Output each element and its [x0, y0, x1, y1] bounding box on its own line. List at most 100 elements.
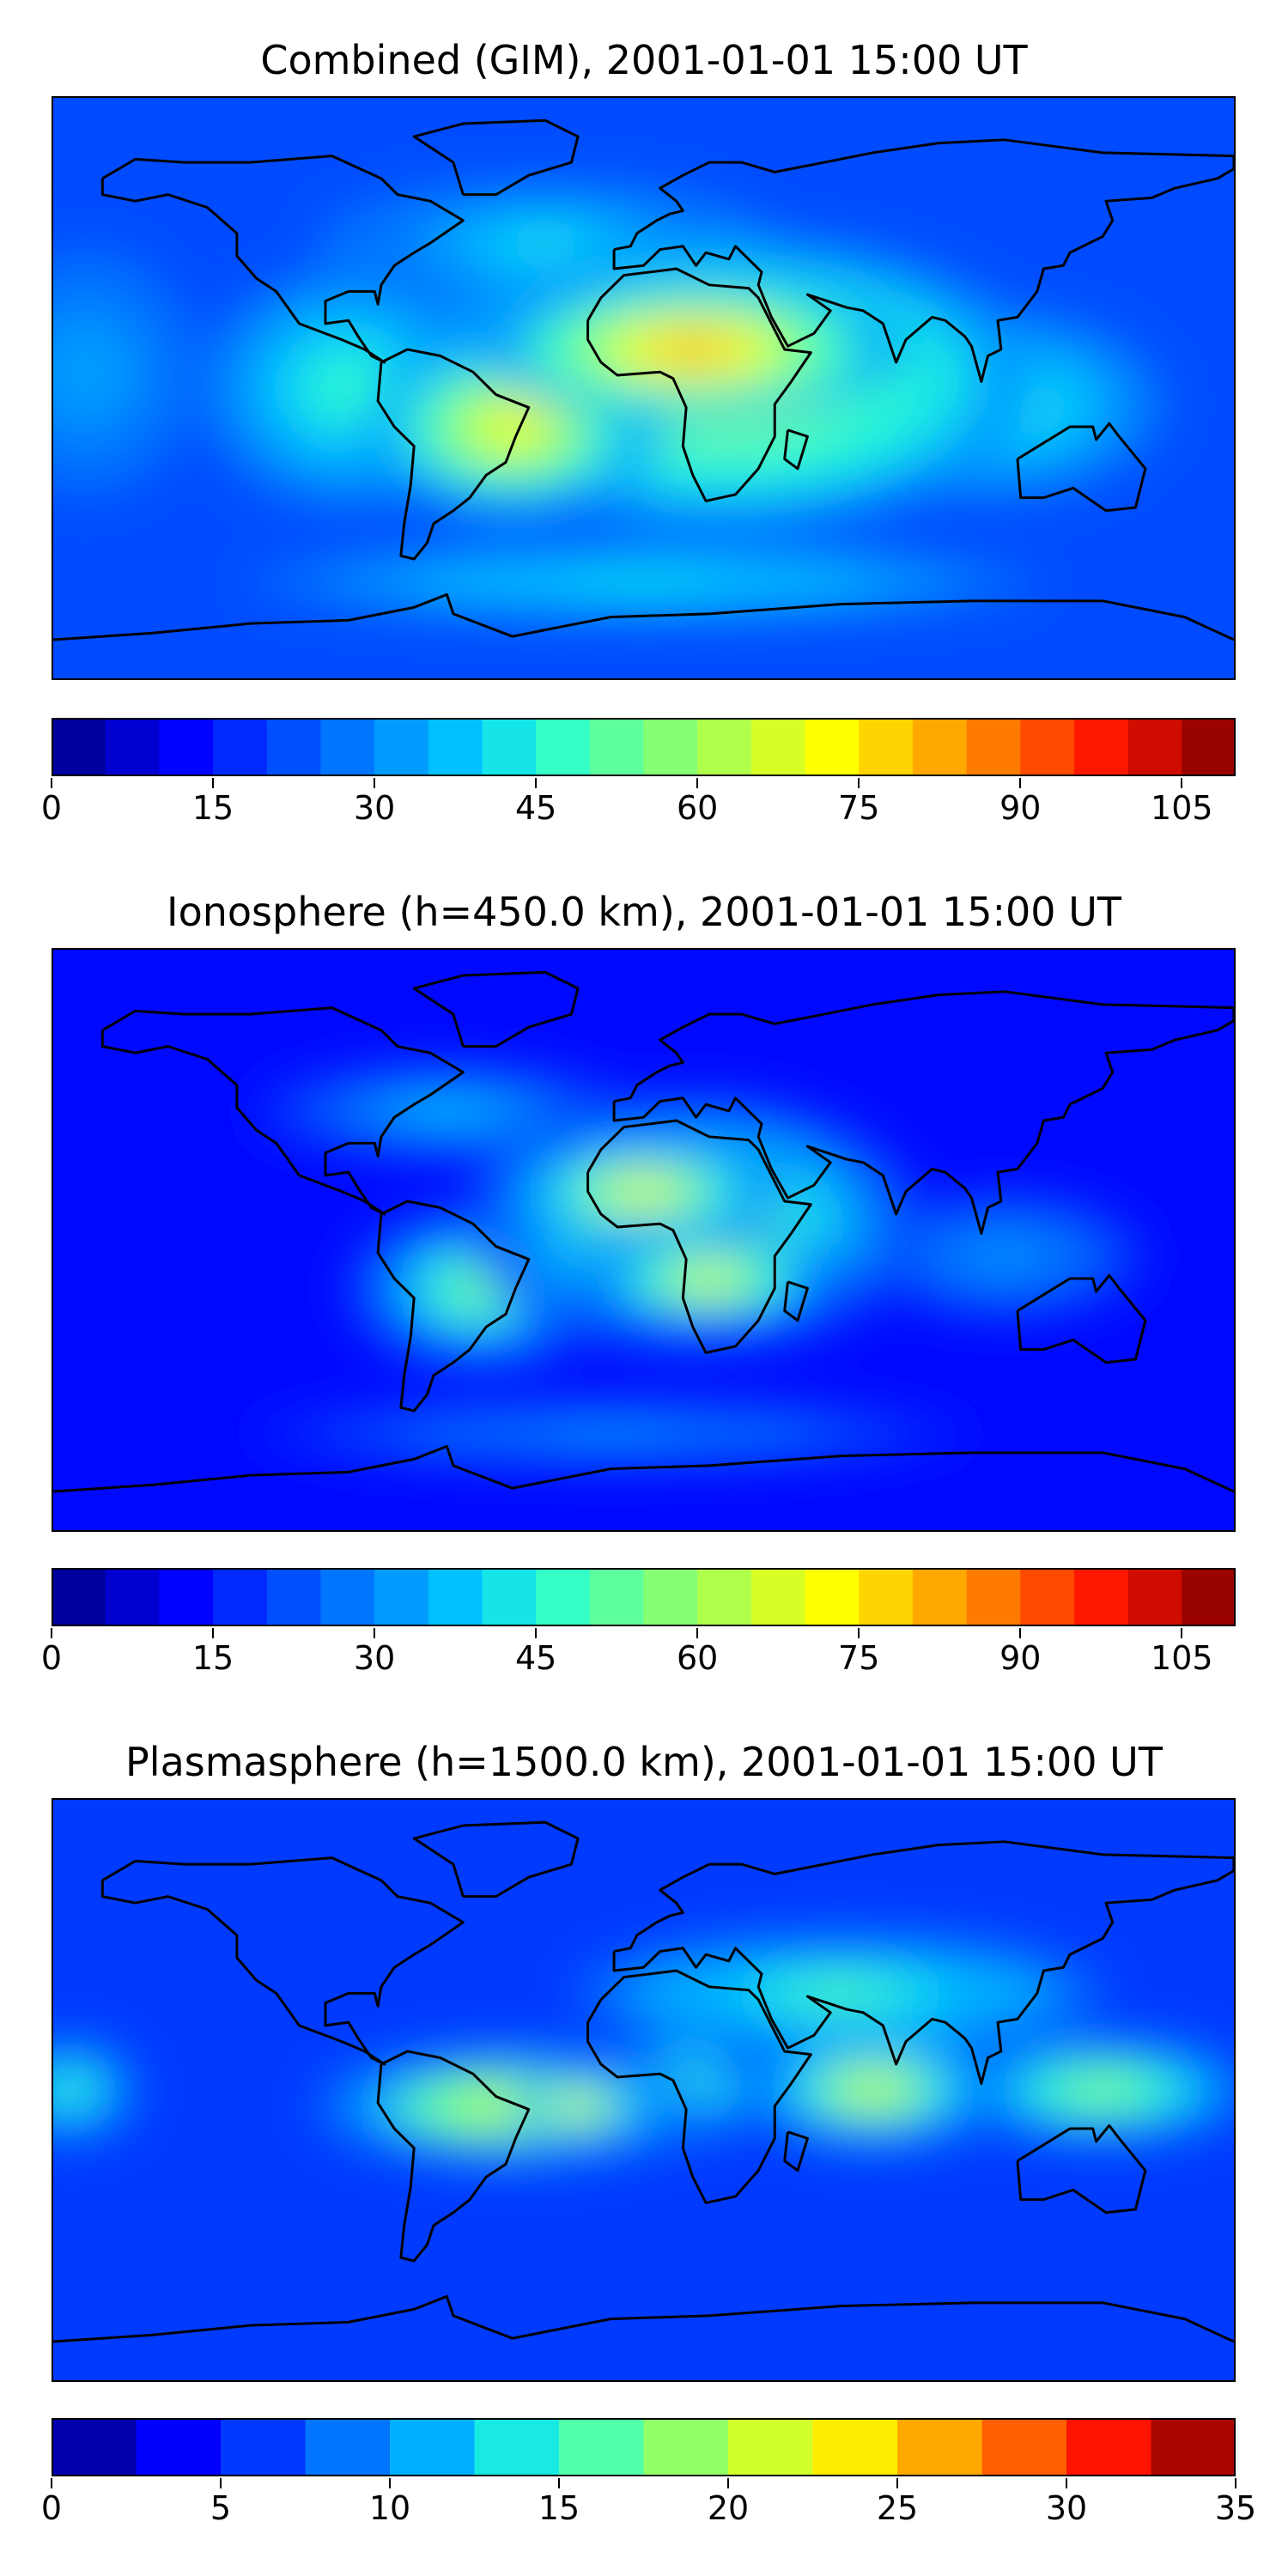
colorbar-tick-label: 30 — [1015, 2478, 1118, 2528]
coastline — [376, 2050, 531, 2263]
colorbar-swatch — [52, 2418, 137, 2476]
colorbar-swatch — [1020, 1568, 1075, 1626]
colorbar-tick-mark — [374, 778, 376, 788]
colorbar-swatch — [1066, 2418, 1152, 2476]
colorbar-tick-label: 45 — [484, 1628, 587, 1678]
map-ionosphere — [52, 948, 1236, 1532]
colorbar-swatch — [320, 718, 375, 776]
colorbar-swatch — [266, 718, 322, 776]
field-contour — [564, 574, 723, 590]
colorbar-tick-label: 5 — [169, 2478, 272, 2528]
coastline — [100, 155, 465, 364]
colorbar-tick-mark — [858, 778, 860, 788]
coastline — [783, 1280, 809, 1322]
colorbar-swatch — [750, 1568, 806, 1626]
colorbar-swatch — [589, 718, 645, 776]
coastline — [100, 1856, 465, 2066]
field-contour — [538, 1426, 683, 1440]
colorbar-swatch — [474, 2418, 560, 2476]
field-contour — [1072, 2079, 1133, 2101]
colorbar-swatch — [859, 1568, 914, 1626]
colorbar-swatch — [1127, 718, 1182, 776]
colorbar-swatch — [559, 2418, 645, 2476]
colorbar-tick-label: 35 — [1184, 2478, 1287, 2528]
colorbar-swatch — [643, 2418, 729, 2476]
colorbar-swatch — [213, 718, 268, 776]
colorbar-tick-mark — [374, 1628, 376, 1638]
colorbar-svg-plasmasphere — [52, 2418, 1236, 2476]
colorbar-tick-label: 60 — [646, 1628, 749, 1678]
colorbar-swatch — [1020, 718, 1075, 776]
colorbar-tick-mark — [51, 2478, 52, 2488]
colorbar-swatch — [805, 1568, 860, 1626]
colorbar-tick-label: 0 — [0, 2478, 103, 2528]
map-combined — [52, 96, 1236, 680]
colorbar-swatch — [966, 718, 1021, 776]
colorbar-swatch — [374, 718, 429, 776]
colorbar-tick-mark — [51, 778, 52, 788]
colorbar-tick-mark — [1019, 1628, 1022, 1638]
colorbar-tick-label: 10 — [338, 2478, 441, 2528]
coastline — [1016, 2123, 1147, 2215]
colorbar-tick-mark — [389, 2478, 391, 2488]
panel-title-plasmasphere: Plasmasphere (h=1500.0 km), 2001-01-01 1… — [125, 1739, 1163, 1785]
colorbar-tick-label: 90 — [969, 778, 1072, 828]
colorbar-swatch — [859, 718, 914, 776]
colorbar-tick-label: 105 — [1130, 1628, 1233, 1678]
colorbar-border — [52, 718, 1236, 776]
colorbar-tick-mark — [1019, 778, 1022, 788]
colorbar-swatch — [159, 718, 214, 776]
field-contour — [564, 2099, 592, 2113]
colorbar-tick-mark — [535, 1628, 538, 1638]
colorbar-tick-mark — [858, 1628, 860, 1638]
colorbar-tick-label: 0 — [0, 778, 103, 828]
coastline — [53, 1444, 1234, 1493]
colorbar-swatch — [482, 1568, 537, 1626]
colorbar-tick-mark — [535, 778, 538, 788]
colorbar-swatch — [912, 718, 968, 776]
coastline — [586, 267, 812, 502]
coastline — [612, 138, 1234, 383]
colorbar-swatch — [1073, 718, 1129, 776]
colorbar-tick-label: 0 — [0, 1628, 103, 1678]
colorbar-swatch — [536, 1568, 591, 1626]
colorbar-border — [52, 2418, 1236, 2476]
colorbar-tick-mark — [1181, 778, 1183, 788]
coastline — [612, 990, 1234, 1235]
coastline — [412, 1820, 580, 1899]
colorbar-swatch — [390, 2418, 476, 2476]
colorbar-tick-mark — [727, 2478, 729, 2488]
colorbar-tick-mark — [1235, 2478, 1236, 2488]
colorbar-tick-label: 20 — [677, 2478, 780, 2528]
coastline — [412, 118, 580, 197]
colorbar-ticks-plasmasphere: 0 5 10 15 20 25 30 35 — [41, 2478, 1256, 2540]
field-contour — [499, 229, 592, 257]
field-contour — [614, 1182, 673, 1201]
colorbar-swatch — [305, 2418, 391, 2476]
field-contour — [319, 363, 379, 413]
coastline — [1016, 422, 1147, 513]
colorbar-tick-label: 45 — [484, 778, 587, 828]
colorbar-tick-label: 60 — [646, 778, 749, 828]
colorbar-swatch — [981, 2418, 1067, 2476]
colorbar-swatch — [1182, 718, 1236, 776]
colorbar-swatch — [697, 1568, 752, 1626]
colorbar-swatch — [728, 2418, 814, 2476]
colorbar-swatch — [750, 718, 806, 776]
coastline — [376, 1200, 531, 1413]
coastline — [1016, 1273, 1147, 1364]
coastline — [783, 2130, 809, 2172]
colorbar-swatch — [52, 1568, 106, 1626]
coastline — [783, 428, 809, 471]
coastline — [53, 592, 1234, 641]
colorbar-swatch — [428, 718, 483, 776]
colorbar-tick-mark — [896, 2478, 898, 2488]
colorbar-svg-combined — [52, 718, 1236, 776]
colorbar-tick-mark — [51, 1628, 52, 1638]
colorbar-plasmasphere — [52, 2418, 1236, 2476]
colorbar-swatch — [1127, 1568, 1182, 1626]
colorbar-swatch — [589, 1568, 645, 1626]
colorbar-swatch — [912, 1568, 968, 1626]
field-contour — [650, 335, 736, 364]
panel-title-combined: Combined (GIM), 2001-01-01 15:00 UT — [260, 37, 1028, 83]
